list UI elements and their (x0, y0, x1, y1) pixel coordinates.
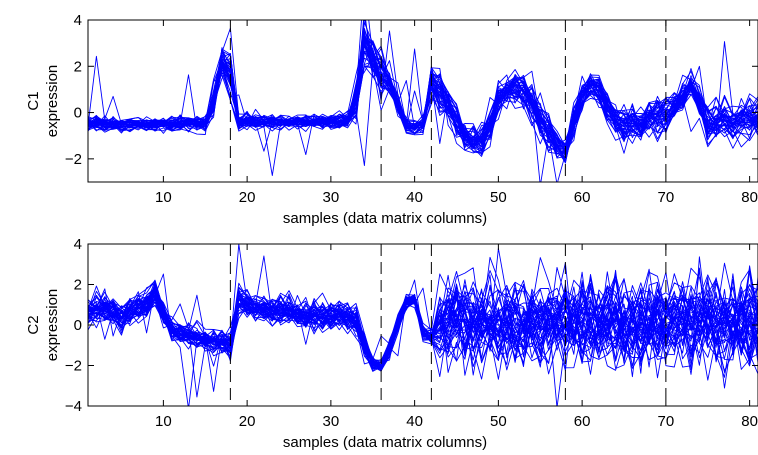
c1-series-line (88, 39, 758, 149)
c2-y-tick-label: 4 (74, 236, 82, 253)
c1-x-tick-label: 30 (323, 189, 340, 206)
c2-series-line (88, 255, 758, 372)
c1-x-tick-label: 50 (490, 189, 507, 206)
c1-series-line (88, 36, 758, 156)
c1-x-tick-label: 80 (741, 189, 758, 206)
c2-ticks: 10 20 30 40 50 60 70 80 −4 −2 0 2 4 (65, 236, 758, 430)
c2-x-tick-label: 50 (490, 413, 507, 430)
c1-series-line (88, 27, 758, 155)
c1-x-tick-label: 10 (155, 189, 172, 206)
c1-boundary-lines (229, 20, 667, 182)
c2-y-label-unit: expression (44, 289, 61, 362)
c2-x-tick-label: 60 (574, 413, 591, 430)
c2-x-tick-label: 70 (658, 413, 675, 430)
c1-y-tick-label: 4 (74, 12, 82, 29)
c2-y-tick-label: −4 (65, 398, 82, 415)
c1-series-line (88, 34, 758, 156)
c1-series-line (88, 45, 758, 155)
c1-x-tick-label: 40 (406, 189, 423, 206)
c1-y-tick-label: −2 (65, 151, 82, 168)
c2-x-tick-label: 10 (155, 413, 172, 430)
c1-series-line (88, 31, 758, 145)
c2-series-line (88, 262, 758, 368)
c1-y-label-name: C1 (25, 91, 42, 110)
c2-x-tick-label: 40 (406, 413, 423, 430)
c2-y-tick-label: 0 (74, 317, 82, 334)
c2-x-label: samples (data matrix columns) (283, 434, 487, 451)
c1-x-tick-label: 60 (574, 189, 591, 206)
c2-series-line (88, 266, 758, 364)
c2-x-tick-label: 80 (741, 413, 758, 430)
c1-ticks: 10 20 30 40 50 60 70 80 −2 0 2 4 (65, 12, 758, 206)
c1-x-tick-label: 70 (658, 189, 675, 206)
c2-series-line (88, 244, 758, 370)
c2-y-label-name: C2 (25, 315, 42, 334)
chart-c2-panel: 10 20 30 40 50 60 70 80 −4 −2 0 2 4 C2 expression sa… (25, 236, 758, 451)
c1-series-line (88, 20, 758, 152)
c1-y-label-unit: expression (44, 65, 61, 138)
c2-boundary-lines (229, 244, 667, 406)
c1-series-lines (88, 20, 758, 182)
c1-y-tick-label: 0 (74, 105, 82, 122)
c2-y-tick-label: −2 (65, 358, 82, 375)
c2-x-tick-label: 30 (323, 413, 340, 430)
c1-series-line (88, 57, 758, 163)
c1-series-line (88, 37, 758, 158)
c2-series-lines (88, 244, 758, 406)
c1-series-line (88, 20, 758, 159)
c1-y-tick-label: 2 (74, 58, 82, 75)
c2-y-tick-label: 2 (74, 277, 82, 294)
c2-series-line (88, 269, 758, 375)
c1-x-label: samples (data matrix columns) (283, 210, 487, 227)
c1-x-tick-label: 20 (239, 189, 256, 206)
c2-x-tick-label: 20 (239, 413, 256, 430)
chart-c1-panel: 10 20 30 40 50 60 70 80 −2 0 2 4 C1 expression samp… (25, 12, 758, 227)
c1-plot-frame (87, 19, 758, 183)
c1-series-line (88, 51, 758, 182)
